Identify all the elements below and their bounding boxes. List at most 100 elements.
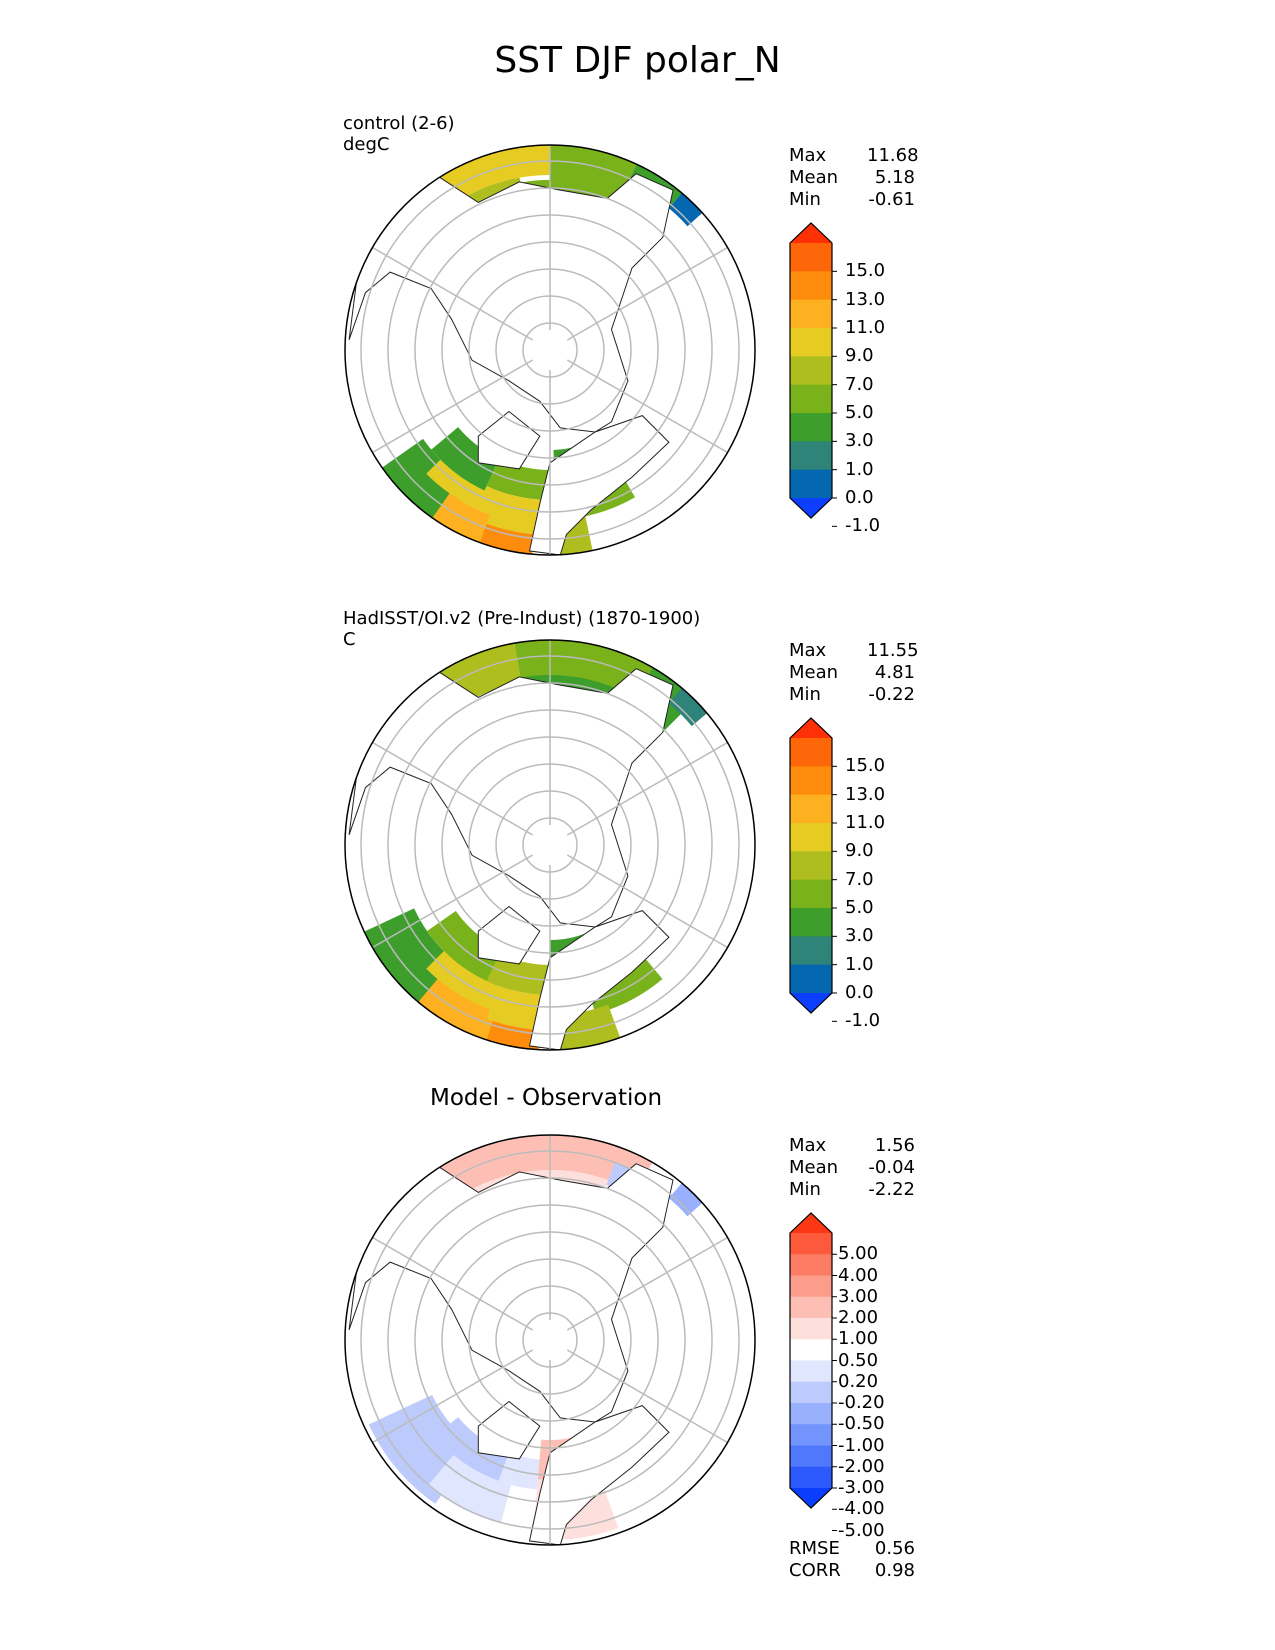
colorbar xyxy=(789,222,837,527)
colorbar-tick-label: 5.0 xyxy=(845,897,874,918)
colorbar-extend-min xyxy=(790,1488,832,1508)
colorbar-tick-label: -1.0 xyxy=(845,515,881,537)
ocean-field xyxy=(427,1454,512,1524)
ocean-field xyxy=(418,975,507,1044)
colorbar-tick-label: 13.0 xyxy=(845,288,886,310)
colorbar-segment xyxy=(790,936,832,966)
colorbar-tick-label: 9.0 xyxy=(845,840,874,862)
colorbar-segment xyxy=(790,1254,832,1276)
stat-min: Min -0.22 xyxy=(789,684,915,705)
map-boundary xyxy=(344,144,756,556)
ocean-field xyxy=(486,490,550,535)
colorbar-segment xyxy=(790,1296,832,1319)
meridian-line xyxy=(566,854,728,949)
colorbar-tick-label: 1.00 xyxy=(838,1328,879,1350)
colorbar-segment xyxy=(790,1360,832,1383)
stat-mean: Mean -0.04 xyxy=(789,1157,915,1178)
stat-mean: Mean 5.18 xyxy=(789,167,915,188)
panel-title: Model - Observation xyxy=(430,1085,663,1111)
colorbar-segment xyxy=(790,766,832,796)
figure-title: SST DJF polar_N xyxy=(494,40,781,81)
stat-corr: CORR 0.98 xyxy=(789,1560,915,1581)
meridian-line xyxy=(372,741,534,836)
colorbar-segment xyxy=(790,1424,832,1446)
colorbar-tick-label: 7.0 xyxy=(845,868,874,890)
colorbar-tick-label: 0.0 xyxy=(845,487,874,508)
colorbar-tick-label: 9.0 xyxy=(845,345,874,367)
meridian-line xyxy=(566,1349,728,1444)
colorbar-segment xyxy=(790,328,832,357)
map-panel-2 xyxy=(344,639,756,1051)
colorbar-tick-label: -1.00 xyxy=(838,1434,885,1456)
colorbar-segment xyxy=(790,469,832,499)
colorbar-segment xyxy=(790,879,832,909)
colorbar-extend-min xyxy=(790,993,832,1013)
colorbar xyxy=(789,717,837,1022)
ocean-field xyxy=(427,910,511,986)
map-panel-3 xyxy=(344,1134,756,1546)
colorbar-tick-label: 0.50 xyxy=(838,1349,879,1371)
colorbar-segment xyxy=(790,441,832,471)
colorbar-segment xyxy=(790,1445,832,1468)
stat-mean: Mean 4.81 xyxy=(789,662,915,683)
panel-label: C xyxy=(343,629,356,650)
map-boundary xyxy=(344,639,756,1051)
stat-min: Min -2.22 xyxy=(789,1179,915,1200)
stat-max: Max 11.55 xyxy=(789,640,919,661)
colorbar-tick-label: 4.00 xyxy=(838,1264,879,1286)
colorbar-segment xyxy=(790,1233,832,1255)
colorbar-segment xyxy=(790,243,832,272)
colorbar-segment xyxy=(790,1381,832,1404)
colorbar-tick-label: 1.0 xyxy=(845,953,874,975)
colorbar-tick-label: 11.0 xyxy=(845,812,886,833)
colorbar-extend-max xyxy=(790,1213,832,1233)
meridian-line xyxy=(566,741,728,836)
panel-label: control (2-6) xyxy=(343,113,455,134)
ocean-field xyxy=(668,687,708,727)
colorbar-segment xyxy=(790,908,832,937)
ocean-field xyxy=(426,947,513,1015)
stat-min: Min -0.61 xyxy=(789,189,915,210)
meridian-line xyxy=(566,1236,728,1331)
colorbar-tick-label: 13.0 xyxy=(845,783,886,805)
panel-label: HadISST/OI.v2 (Pre-Indust) (1870-1900) xyxy=(343,608,701,629)
colorbar-tick-label: 0.0 xyxy=(845,982,874,1003)
colorbar-tick-label: -4.00 xyxy=(838,1498,885,1520)
colorbar-tick-label: -3.00 xyxy=(838,1477,885,1498)
colorbar-segment xyxy=(790,1339,832,1361)
stat-rmse: RMSE 0.56 xyxy=(789,1538,915,1559)
colorbar-tick-label: 3.0 xyxy=(845,925,874,947)
colorbar-tick-label: -0.50 xyxy=(838,1413,885,1435)
panel-label: degC xyxy=(343,134,390,155)
colorbar-segment xyxy=(790,823,832,852)
colorbar-segment xyxy=(790,1403,832,1425)
stat-max: Max 11.68 xyxy=(789,145,919,166)
colorbar-tick-label: 1.0 xyxy=(845,458,874,480)
colorbar-tick-label: 5.0 xyxy=(845,402,874,423)
colorbar-tick-label: -5.00 xyxy=(838,1519,885,1541)
colorbar-segment xyxy=(790,1275,832,1298)
ocean-field xyxy=(668,192,703,227)
colorbar-segment xyxy=(790,271,832,301)
colorbar-segment xyxy=(790,413,832,442)
map-boundary xyxy=(344,1134,756,1546)
ocean-field xyxy=(486,985,550,1030)
colorbar-segment xyxy=(790,738,832,767)
colorbar-segment xyxy=(790,1318,832,1340)
ocean-field xyxy=(426,456,512,520)
colorbar-tick-label: 3.0 xyxy=(845,430,874,452)
meridian-line xyxy=(372,854,534,949)
meridian-line xyxy=(566,359,728,454)
colorbar-tick-label: 15.0 xyxy=(845,755,886,777)
colorbar-tick-label: 11.0 xyxy=(845,317,886,338)
colorbar-tick-label: 3.00 xyxy=(838,1285,879,1307)
ocean-field xyxy=(668,1182,703,1217)
colorbar-segment xyxy=(790,356,832,386)
stat-max: Max 1.56 xyxy=(789,1135,915,1156)
colorbar-tick-label: -0.20 xyxy=(838,1392,885,1413)
colorbar-extend-max xyxy=(790,718,832,738)
map-panel-1 xyxy=(344,144,756,556)
ocean-field xyxy=(435,1417,509,1481)
meridian-line xyxy=(566,246,728,341)
